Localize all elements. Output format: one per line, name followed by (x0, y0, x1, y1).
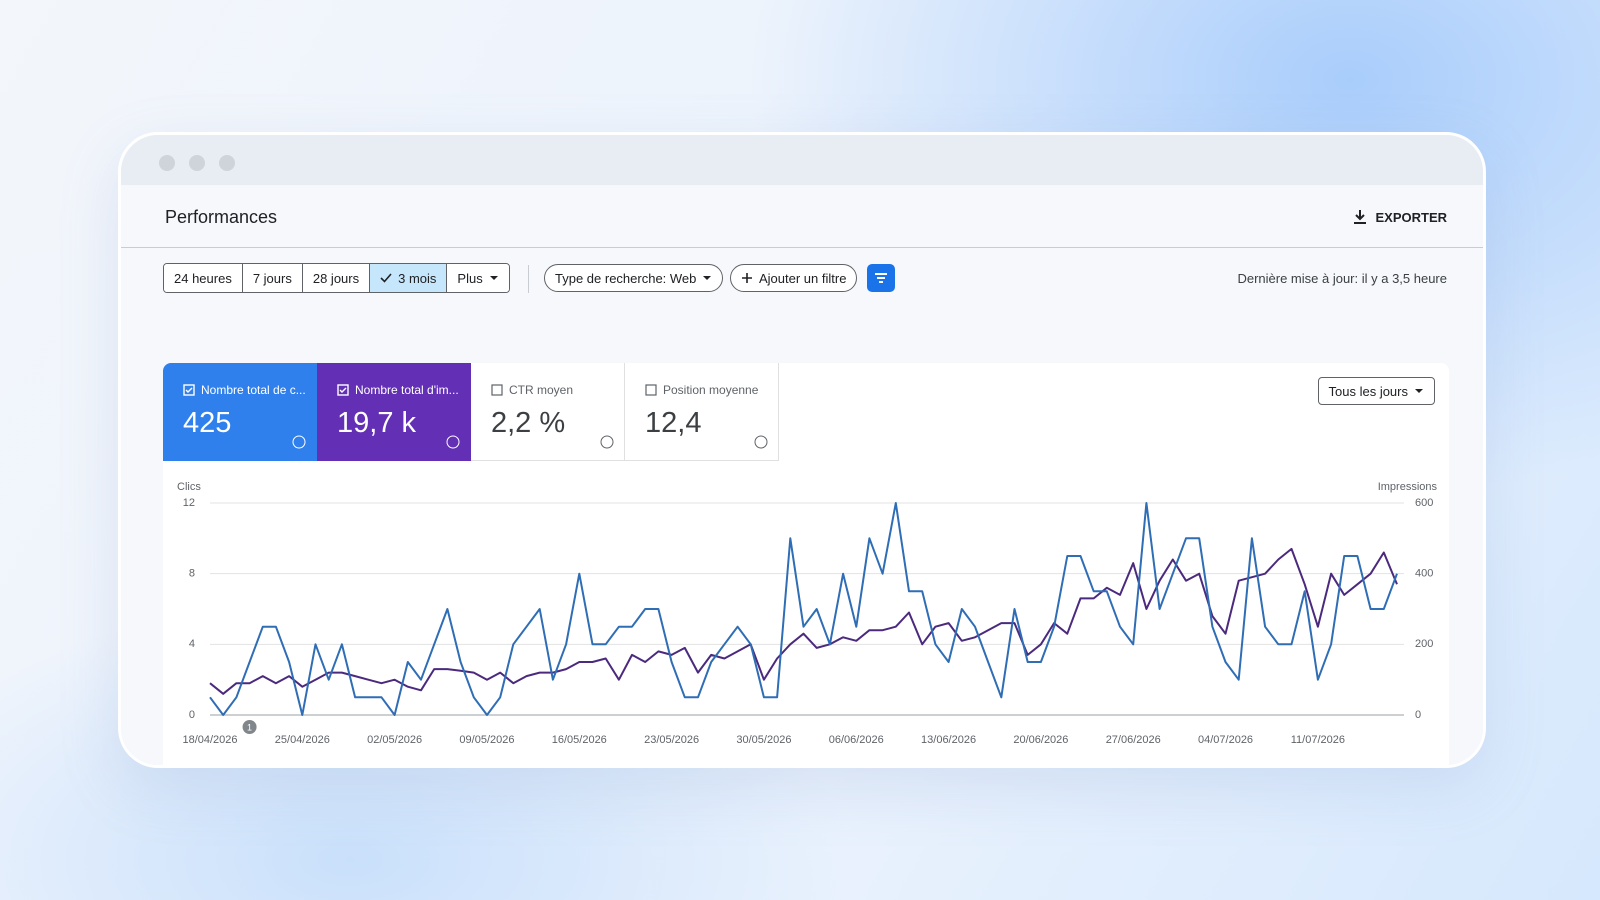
annotation-label: 1 (247, 722, 252, 732)
y-tick-label: 4 (189, 638, 195, 650)
metric-value: 12,4 (645, 407, 702, 439)
metric-value: 425 (183, 407, 232, 439)
range-label: Plus (457, 270, 483, 286)
metric-label: CTR moyen (509, 383, 574, 397)
caret-icon (1415, 389, 1423, 393)
x-tick-label: 11/07/2026 (1291, 734, 1345, 746)
caret-icon (703, 276, 712, 280)
window-dot (189, 155, 205, 171)
y-tick-label: 0 (189, 709, 195, 721)
x-tick-label: 18/04/2026 (182, 734, 237, 746)
x-tick-label: 30/05/2026 (736, 734, 791, 746)
y-axis-title: Clics (177, 481, 201, 493)
y2-tick-label: 200 (1415, 638, 1433, 650)
y-tick-label: 8 (189, 568, 195, 580)
metric-card[interactable]: Nombre total d'im... 19,7 k (317, 363, 471, 461)
checkbox (183, 384, 195, 396)
x-tick-label: 02/05/2026 (367, 734, 422, 746)
checkbox (491, 384, 503, 396)
metric-card[interactable]: CTR moyen 2,2 % (471, 363, 625, 461)
window-dot (159, 155, 175, 171)
y2-tick-label: 400 (1415, 568, 1433, 580)
download-icon (1354, 210, 1367, 224)
metric-card[interactable]: Position moyenne 12,4 (625, 363, 779, 461)
series-line (209, 502, 1398, 716)
checkbox (337, 384, 349, 396)
caret-icon (489, 276, 498, 280)
metric-value: 19,7 k (337, 407, 416, 439)
x-tick-label: 09/05/2026 (459, 734, 514, 746)
x-tick-label: 16/05/2026 (552, 734, 607, 746)
last-update: Dernière mise à jour: il y a 3,5 heure (1237, 271, 1447, 286)
x-tick-label: 25/04/2026 (275, 734, 330, 746)
title-bar (121, 135, 1483, 185)
x-tick-label: 06/06/2026 (829, 734, 884, 746)
annotation-marker (242, 720, 257, 734)
x-tick-label: 23/05/2026 (644, 734, 699, 746)
metric-label: Position moyenne (663, 383, 759, 397)
browser-window: Performances EXPORTER 24 heures 7 jours … (118, 132, 1486, 768)
filter-button[interactable] (867, 264, 895, 292)
x-tick-label: 13/06/2026 (921, 734, 976, 746)
help-icon (600, 435, 614, 449)
chart: 0 4 8 12 0 200 400 600 18/04/2026 25/04/2026 02/05… (177, 435, 1438, 746)
search-type-label: Type de recherche: Web (555, 270, 697, 286)
chart-card: Nombre total de c... 425 Nombre total d'… (163, 363, 1449, 765)
y-tick-label: 12 (183, 497, 195, 509)
add-filter-label: Ajouter un filtre (759, 270, 847, 286)
metric-label: Nombre total d'im... (355, 383, 459, 397)
granularity-button[interactable]: Tous les jours (1317, 377, 1435, 405)
range-label: 3 mois (398, 270, 437, 286)
range-selector: 24 heures 7 jours 28 jours 3 mois Plus (163, 263, 510, 293)
export-button[interactable]: EXPORTER (1353, 209, 1447, 225)
checkbox (645, 384, 657, 396)
add-filter-button[interactable]: Ajouter un filtre (730, 264, 858, 292)
x-tick-label: 27/06/2026 (1106, 734, 1161, 746)
metric-card[interactable]: Nombre total de c... 425 (163, 363, 317, 461)
range-option-selected[interactable]: 3 mois (370, 264, 448, 292)
range-option[interactable]: 28 jours (302, 264, 371, 292)
range-more[interactable]: Plus (447, 264, 509, 292)
content: Performances EXPORTER 24 heures 7 jours … (121, 185, 1483, 765)
help-icon (754, 435, 768, 449)
range-option[interactable]: 7 jours (242, 264, 303, 292)
y2-axis-title: Impressions (1378, 481, 1438, 493)
page-title: Performances (165, 207, 278, 227)
series-line (209, 547, 1398, 695)
help-icons (292, 435, 768, 449)
check-icon (380, 273, 392, 283)
x-tick-label: 20/06/2026 (1013, 734, 1068, 746)
y2-tick-label: 600 (1415, 497, 1433, 509)
range-option[interactable]: 24 heures (164, 264, 243, 292)
y2-tick-label: 0 (1415, 709, 1421, 721)
divider (121, 247, 1483, 248)
metric-value: 2,2 % (491, 407, 566, 439)
help-icon (292, 435, 306, 449)
help-icon (446, 435, 460, 449)
metric-label: Nombre total de c... (201, 383, 306, 397)
separator (528, 265, 529, 293)
x-tick-label: 04/07/2026 (1198, 734, 1253, 746)
search-type-button[interactable]: Type de recherche: Web (544, 264, 724, 292)
filter-icon (875, 273, 887, 283)
granularity-label: Tous les jours (1328, 383, 1408, 399)
window-dot (219, 155, 235, 171)
export-label: EXPORTER (1375, 209, 1447, 225)
plus-icon (742, 273, 752, 283)
